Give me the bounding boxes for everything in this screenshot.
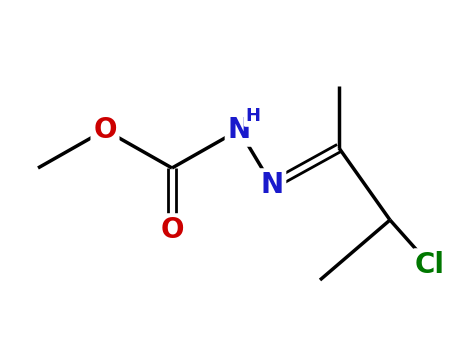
Text: N: N [228,116,251,144]
Text: O: O [160,216,184,244]
Text: H: H [246,107,261,125]
Text: O: O [93,116,117,144]
Text: N: N [260,171,283,199]
Text: Cl: Cl [415,251,445,279]
